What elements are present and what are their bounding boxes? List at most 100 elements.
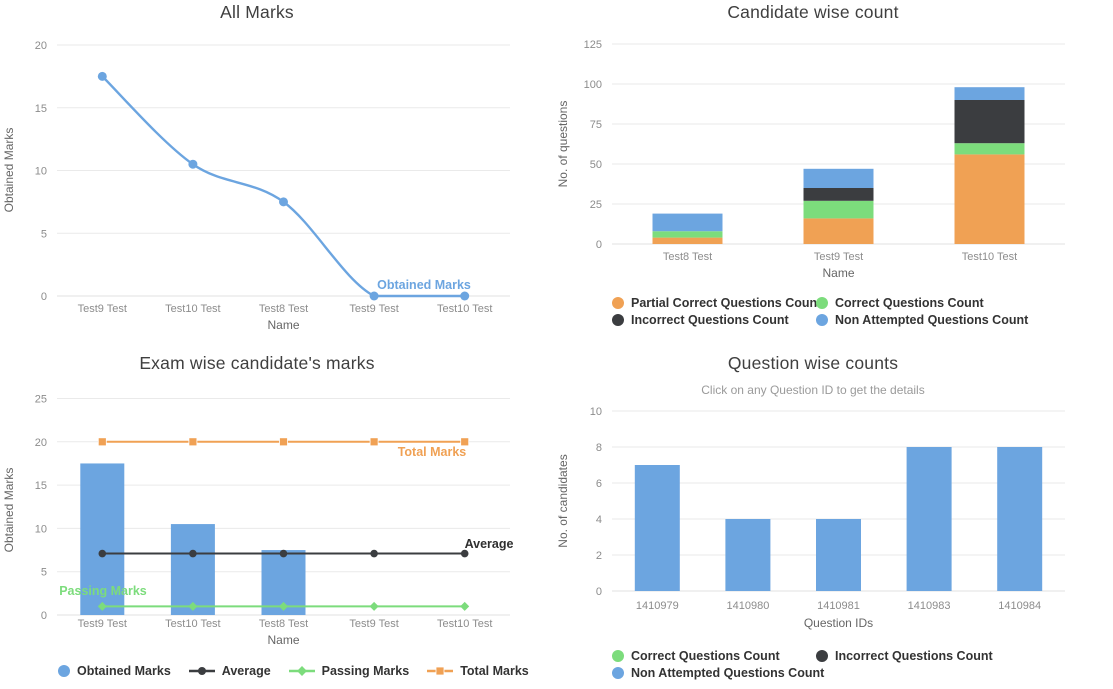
question-id-label[interactable]: 1410984: [998, 600, 1041, 612]
legend-label: Non Attempted Questions Count: [835, 313, 1029, 327]
x-axis-title: Name: [822, 266, 854, 280]
total-marks-series-label: Total Marks: [398, 445, 467, 459]
legend-item-obtained-marks[interactable]: Obtained Marks: [58, 664, 171, 678]
stacked-bar-segment: [954, 143, 1025, 155]
y-tick-label: 20: [35, 40, 47, 52]
stacked-bar-segment: [652, 213, 723, 232]
obtained-marks-point: [369, 291, 379, 301]
question-count-bar[interactable]: [634, 465, 680, 591]
x-tick-label: Test9 Test: [78, 303, 127, 315]
y-axis-title: No. of questions: [556, 101, 570, 188]
y-tick-label: 25: [590, 199, 602, 211]
y-axis-title: Obtained Marks: [2, 468, 16, 553]
series-marker: [460, 549, 469, 558]
x-tick-label: Test9 Test: [349, 618, 398, 630]
exam-wise-marks-legend: Obtained Marks Average Passing Marks Total …: [58, 664, 529, 678]
stacked-bar-segment: [803, 218, 874, 244]
stacked-bar-segment: [803, 200, 874, 219]
legend-item-total-marks[interactable]: Total Marks: [427, 664, 529, 678]
legend-label: Average: [221, 664, 271, 678]
y-tick-label: 15: [35, 480, 47, 492]
legend-label: Correct Questions Count: [835, 296, 984, 310]
legend-item-correct-questions-count[interactable]: Correct Questions Count: [816, 296, 1028, 310]
y-tick-label: 0: [596, 239, 602, 251]
legend-item-non-attempted-questions-count[interactable]: Non Attempted Questions Count: [612, 666, 824, 680]
y-tick-label: 8: [596, 442, 602, 454]
legend-item-incorrect-questions-count[interactable]: Incorrect Questions Count: [816, 649, 993, 663]
legend-item-passing-marks[interactable]: Passing Marks: [288, 664, 410, 678]
legend-label: Incorrect Questions Count: [835, 649, 993, 663]
series-marker: [369, 601, 379, 611]
x-tick-label: Test10 Test: [437, 303, 492, 315]
y-tick-label: 10: [35, 166, 47, 178]
question-id-label[interactable]: 1410980: [726, 600, 769, 612]
question-wise-counts-legend: Correct Questions Count Incorrect Questio…: [612, 649, 993, 680]
y-tick-label: 10: [35, 523, 47, 535]
stacked-bar-segment: [803, 168, 874, 188]
series-marker: [279, 549, 288, 558]
y-axis-title: No. of candidates: [556, 454, 570, 547]
x-tick-label: Test10 Test: [165, 618, 220, 630]
line-square-swatch: [427, 666, 454, 676]
stacked-bar-segment: [954, 87, 1025, 100]
exam-wise-marks-chart: Exam wise candidate's marks 0 5 10 15 20 25 Te…: [0, 345, 556, 689]
obtained-marks-point: [188, 159, 198, 169]
y-tick-label: 6: [596, 478, 602, 490]
circle-swatch: [816, 297, 828, 309]
y-axis-title: Obtained Marks: [2, 128, 16, 213]
series-marker: [278, 601, 289, 611]
series-marker: [369, 437, 379, 447]
obtained-marks-series-label: Obtained Marks: [377, 278, 471, 292]
candidate-wise-count-legend: Partial Correct Questions Count Correct Q…: [612, 296, 1028, 327]
candidate-wise-count-title: Candidate wise count: [727, 2, 899, 22]
legend-item-partial-correct-questions-count[interactable]: Partial Correct Questions Count: [612, 296, 821, 310]
legend-label: Passing Marks: [321, 664, 410, 678]
y-tick-label: 20: [35, 437, 47, 449]
stacked-bar-segment: [652, 231, 723, 238]
stacked-bar-segment: [954, 154, 1025, 244]
question-wise-counts-plot: 0 2 4 6 8 10 1410979 1410980 1410981 1410983 14109…: [556, 406, 1065, 630]
question-id-label[interactable]: 1410979: [636, 600, 679, 612]
circle-swatch: [612, 297, 624, 309]
series-marker: [279, 437, 288, 447]
series-marker: [97, 437, 107, 447]
legend-label: Partial Correct Questions Count: [631, 296, 822, 310]
circle-swatch: [612, 314, 624, 326]
question-count-bar[interactable]: [906, 447, 952, 591]
line-diamond-swatch: [288, 666, 315, 676]
question-id-label[interactable]: 1410981: [817, 600, 860, 612]
series-marker: [370, 549, 378, 558]
legend-item-correct-questions-count[interactable]: Correct Questions Count: [612, 649, 816, 663]
x-tick-label: Test10 Test: [962, 251, 1017, 263]
question-id-label[interactable]: 1410983: [908, 600, 951, 612]
average-series-label: Average: [465, 537, 514, 551]
obtained-marks-bar: [170, 524, 215, 615]
series-marker: [460, 601, 470, 611]
legend-item-non-attempted-questions-count[interactable]: Non Attempted Questions Count: [816, 313, 1028, 327]
question-wise-counts-chart: Question wise counts Click on any Questi…: [556, 345, 1113, 689]
series-marker: [189, 549, 197, 558]
series-marker: [98, 549, 107, 558]
question-count-bar[interactable]: [725, 519, 771, 591]
x-tick-label: Test9 Test: [814, 251, 863, 263]
legend-label: Total Marks: [460, 664, 529, 678]
y-tick-label: 25: [35, 394, 47, 406]
circle-swatch: [612, 650, 624, 662]
y-tick-label: 5: [41, 567, 47, 579]
legend-item-incorrect-questions-count[interactable]: Incorrect Questions Count: [612, 313, 816, 327]
x-tick-label: Test8 Test: [259, 618, 308, 630]
series-marker: [188, 437, 198, 447]
question-count-bar[interactable]: [816, 519, 861, 591]
obtained-marks-bar: [80, 463, 125, 615]
stacked-bar-segment: [954, 100, 1025, 144]
question-count-bar[interactable]: [997, 447, 1043, 591]
stacked-bar-segment: [803, 188, 874, 201]
x-tick-label: Test8 Test: [259, 303, 308, 315]
x-axis-title: Name: [267, 318, 299, 332]
y-tick-label: 125: [584, 39, 602, 51]
y-tick-label: 0: [41, 291, 47, 303]
legend-item-average[interactable]: Average: [188, 664, 271, 678]
y-tick-label: 15: [35, 103, 47, 115]
y-tick-label: 2: [596, 550, 602, 562]
